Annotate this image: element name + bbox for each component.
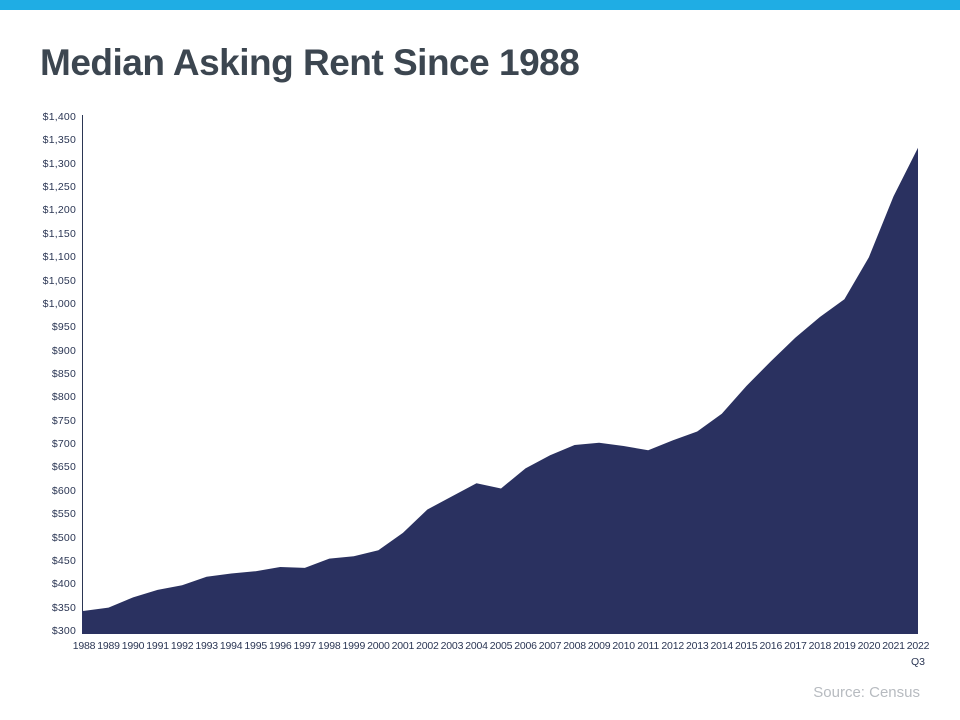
x-axis-tick-label: 2007 xyxy=(538,640,562,652)
x-axis-tick-label: 2004 xyxy=(465,640,488,652)
y-axis-tick-label: $1,350 xyxy=(42,134,76,147)
x-axis-tick-label: 1993 xyxy=(195,640,218,652)
area-plot xyxy=(82,147,918,634)
x-axis-tick-label: 2011 xyxy=(637,640,660,652)
y-axis-tick-label: $1,300 xyxy=(42,157,76,170)
x-axis-tick-label: 2020 xyxy=(857,640,881,652)
y-axis-tick-label: $650 xyxy=(51,461,76,474)
x-axis-tick-label: 2003 xyxy=(440,640,464,652)
y-axis-tick-label: $1,200 xyxy=(42,204,76,217)
x-axis-tick-label: 2000 xyxy=(367,640,390,652)
x-axis-tick-label: 1992 xyxy=(170,640,194,652)
x-axis-tick-label: 2009 xyxy=(587,640,611,652)
y-axis-tick-label: $550 xyxy=(51,508,76,521)
y-axis-tick-label: $750 xyxy=(51,414,76,427)
x-axis-tick-label: 1991 xyxy=(146,640,169,652)
y-axis-tick-label: $1,100 xyxy=(42,251,76,264)
y-axis-tick-label: $800 xyxy=(51,391,76,404)
y-axis-tick-label: $1,250 xyxy=(42,181,76,194)
y-axis-line xyxy=(82,115,83,634)
x-axis-tick-label: 1994 xyxy=(219,640,243,652)
y-axis-tick-label: $850 xyxy=(51,368,76,380)
x-axis-tick-label: 2010 xyxy=(612,640,635,652)
x-axis-tick-label: 2015 xyxy=(735,640,758,652)
y-axis-tick-label: $900 xyxy=(51,344,76,357)
y-axis-tick-label: $1,000 xyxy=(42,297,76,310)
x-axis-tick-label: 2013 xyxy=(685,640,709,652)
x-axis-tick-label: 2021 xyxy=(882,640,905,652)
x-axis-tick-label: 2018 xyxy=(808,640,832,652)
x-axis-tick-label: 1998 xyxy=(318,640,341,652)
top-accent-bar xyxy=(0,0,960,10)
y-axis-tick-label: $1,150 xyxy=(42,227,76,240)
x-axis-tick-label: 1995 xyxy=(244,640,267,652)
x-axis-tick-label: 2001 xyxy=(391,640,415,652)
page-title: Median Asking Rent Since 1988 xyxy=(40,42,580,83)
y-axis-tick-label: $300 xyxy=(51,625,76,637)
y-axis-tick-label: $350 xyxy=(51,601,76,614)
x-axis-tick-label: 2017 xyxy=(784,640,807,652)
area-series-path xyxy=(82,147,918,634)
y-axis-tick-label: $1,400 xyxy=(42,111,76,123)
x-axis-tick-label: 1997 xyxy=(293,640,317,652)
x-axis-tick-label: 1996 xyxy=(268,640,292,652)
x-axis-tick-label: 2005 xyxy=(489,640,513,652)
x-axis-tick-label: 2012 xyxy=(661,640,684,652)
x-axis-tick-label: 2002 xyxy=(416,640,439,652)
y-axis-tick-label: $500 xyxy=(51,531,76,544)
x-axis-tick-label: 2014 xyxy=(710,640,734,652)
x-axis-tick-label: 1990 xyxy=(121,640,145,652)
y-axis-tick-label: $700 xyxy=(51,438,76,451)
source-attribution: Source: Census xyxy=(813,684,920,701)
x-axis-tick-label: 2022 xyxy=(906,640,930,652)
x-axis-tick-label: 1989 xyxy=(97,640,120,652)
y-axis-tick-label: $400 xyxy=(51,578,76,591)
x-axis-quarter-note: Q3 xyxy=(910,656,925,668)
x-axis-tick-label: 2008 xyxy=(563,640,586,652)
y-axis-tick-label: $1,050 xyxy=(42,274,76,287)
y-axis-tick-label: $600 xyxy=(51,484,76,497)
y-axis-tick-label: $950 xyxy=(51,321,76,334)
x-axis-tick-label: 1999 xyxy=(342,640,366,652)
x-axis-tick-label: 2006 xyxy=(514,640,537,652)
y-axis-tick-label: $450 xyxy=(51,554,76,567)
x-axis-tick-label: 2019 xyxy=(833,640,856,652)
x-axis-tick-label: 1988 xyxy=(72,640,96,652)
x-axis-tick-label: 2016 xyxy=(759,640,783,652)
